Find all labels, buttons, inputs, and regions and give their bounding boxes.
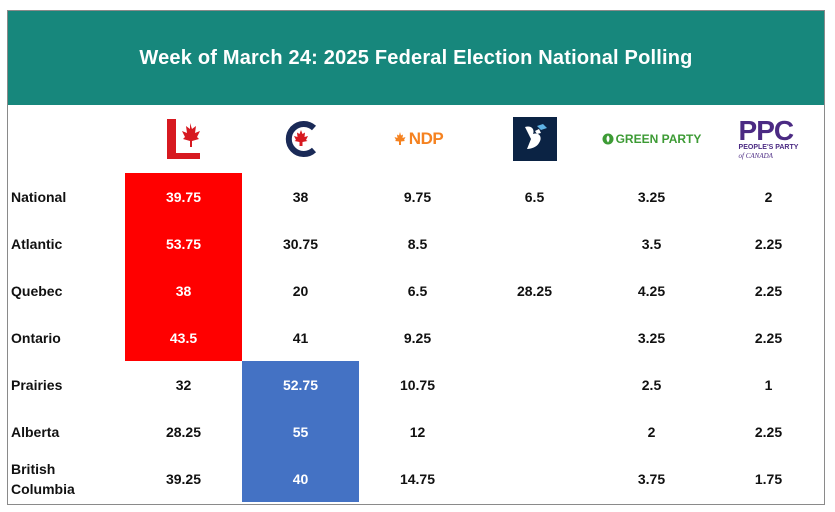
bloc-logo-icon — [476, 105, 593, 173]
poll-table-frame: Week of March 24: 2025 Federal Election … — [7, 10, 825, 505]
data-cell: 2.25 — [754, 329, 783, 346]
data-cell: 2.5 — [641, 376, 662, 393]
data-cell — [476, 455, 593, 502]
data-cell — [476, 408, 593, 455]
party-logo-row: NDP GREEN PARTY PPC PEOPLE'S PARTY o — [8, 105, 824, 173]
data-cell: 28.25 — [516, 282, 553, 299]
ppc-logo-icon: PPC PEOPLE'S PARTY of CANADA — [738, 115, 799, 161]
data-cell: 39.75 — [125, 173, 242, 220]
data-cell: 20 — [292, 282, 309, 299]
ndp-logo-icon: NDP — [359, 105, 476, 173]
data-cell: 30.75 — [282, 235, 319, 252]
data-cell: 12 — [409, 423, 426, 440]
data-cell: 52.75 — [242, 361, 359, 408]
conservative-logo-icon — [242, 105, 359, 173]
data-cell: 14.75 — [399, 470, 436, 487]
green-party-logo-icon: GREEN PARTY — [593, 105, 710, 173]
row-label: Prairies — [11, 376, 63, 393]
data-cell: 38 — [292, 188, 309, 205]
data-cell — [476, 220, 593, 267]
data-cell: 32 — [175, 376, 192, 393]
data-cell: 1.75 — [754, 470, 783, 487]
data-cell: 1 — [764, 376, 773, 393]
data-cell: 2.25 — [754, 282, 783, 299]
data-cell: 55 — [242, 408, 359, 455]
data-cell: 41 — [292, 329, 309, 346]
data-cell: 4.25 — [637, 282, 666, 299]
data-cell: 39.25 — [165, 470, 202, 487]
row-label: Atlantic — [11, 235, 63, 252]
data-cell: 8.5 — [407, 235, 428, 252]
data-cell: 43.5 — [125, 314, 242, 361]
data-cell: 38 — [125, 267, 242, 314]
data-cell — [476, 361, 593, 408]
data-cell — [476, 314, 593, 361]
data-cell: 3.25 — [637, 329, 666, 346]
data-cell: 53.75 — [125, 220, 242, 267]
data-cell: 2 — [764, 188, 773, 205]
chart-title: Week of March 24: 2025 Federal Election … — [8, 11, 824, 105]
data-cell: 2.25 — [754, 423, 783, 440]
data-cell: 28.25 — [165, 423, 202, 440]
row-label: Ontario — [11, 329, 61, 346]
data-cell: 2 — [647, 423, 656, 440]
data-cell: 3.75 — [637, 470, 666, 487]
row-label: National — [11, 188, 67, 205]
data-cell: 3.25 — [637, 188, 666, 205]
row-label: Quebec — [11, 282, 63, 299]
row-label: British Columbia — [11, 460, 75, 497]
data-cell: 40 — [242, 455, 359, 502]
data-cell: 9.25 — [403, 329, 432, 346]
liberal-logo-icon — [125, 105, 242, 173]
data-cell: 9.75 — [403, 188, 432, 205]
data-cell: 10.75 — [399, 376, 436, 393]
data-cell: 2.25 — [754, 235, 783, 252]
row-label: Alberta — [11, 423, 60, 440]
data-cell: 6.5 — [407, 282, 428, 299]
data-cell: 3.5 — [641, 235, 662, 252]
data-cell: 6.5 — [524, 188, 545, 205]
